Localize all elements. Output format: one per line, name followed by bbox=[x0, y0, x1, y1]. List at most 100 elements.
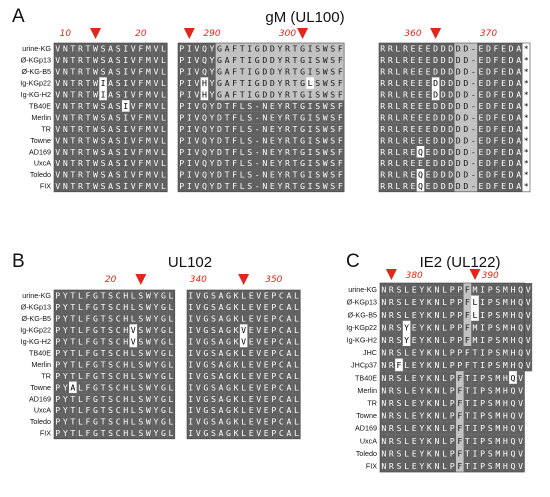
residue-cell bbox=[84, 88, 92, 101]
residue-cell bbox=[514, 77, 523, 89]
residue-cell bbox=[144, 157, 153, 170]
strain-label: Ig-KG-H2 bbox=[347, 335, 377, 344]
residue-letter: N bbox=[63, 158, 68, 168]
residue-letter: T bbox=[70, 135, 75, 145]
residue-letter: N bbox=[435, 411, 440, 421]
residue-cell bbox=[425, 295, 434, 309]
block-border bbox=[53, 42, 168, 193]
residue-letter: K bbox=[427, 285, 432, 295]
residue-letter: P bbox=[488, 348, 493, 358]
residue-letter: S bbox=[116, 112, 121, 122]
residue-letter: D bbox=[433, 135, 438, 145]
residue-letter: R bbox=[78, 170, 83, 180]
residue-cell bbox=[202, 347, 210, 359]
residue-cell bbox=[76, 157, 85, 170]
residue-cell bbox=[99, 381, 107, 394]
residue-cell bbox=[410, 459, 419, 473]
residue-cell bbox=[448, 371, 457, 384]
residue-cell bbox=[215, 180, 224, 192]
residue-letter: G bbox=[93, 325, 98, 335]
strain-label: Merlin bbox=[31, 113, 51, 122]
residue-cell bbox=[106, 88, 115, 101]
residue-letter: E bbox=[426, 101, 431, 111]
residue-letter: T bbox=[70, 394, 75, 404]
residue-cell bbox=[185, 100, 194, 112]
residue-cell bbox=[462, 88, 470, 101]
residue-cell bbox=[522, 157, 531, 170]
residue-cell bbox=[144, 54, 153, 67]
residue-cell bbox=[69, 168, 77, 181]
residue-cell bbox=[187, 290, 195, 302]
residue-letter: S bbox=[116, 90, 121, 100]
residue-cell bbox=[261, 54, 269, 67]
residue-letter: F bbox=[138, 101, 143, 111]
residue-letter: S bbox=[495, 285, 500, 295]
residue-cell bbox=[106, 111, 115, 124]
residue-cell bbox=[152, 415, 160, 428]
residue-cell bbox=[292, 427, 301, 439]
residue-cell bbox=[54, 88, 62, 101]
residue-cell bbox=[91, 312, 100, 325]
residue-letter: A bbox=[516, 101, 521, 111]
residue-letter: R bbox=[78, 181, 83, 191]
residue-cell bbox=[469, 88, 478, 101]
residue-cell bbox=[448, 333, 457, 347]
residue-letter: H bbox=[123, 337, 128, 347]
residue-cell bbox=[215, 88, 224, 101]
residue-letter: R bbox=[389, 335, 394, 345]
residue-cell bbox=[329, 180, 337, 192]
residue-cell bbox=[462, 100, 470, 112]
residue-letter: A bbox=[108, 44, 113, 54]
residue-letter: A bbox=[516, 170, 521, 180]
residue-cell bbox=[446, 88, 455, 101]
strain-label: UxcA bbox=[34, 406, 51, 415]
residue-cell bbox=[516, 308, 525, 321]
residue-letter: L bbox=[78, 302, 83, 312]
residue-letter: I bbox=[187, 170, 192, 180]
residue-cell bbox=[144, 335, 153, 348]
residue-letter: - bbox=[255, 135, 260, 145]
residue-letter: M bbox=[503, 297, 508, 307]
residue-letter: L bbox=[169, 325, 174, 335]
residue-letter: D bbox=[262, 67, 267, 77]
residue-letter: N bbox=[381, 360, 386, 370]
residue-letter: Q bbox=[511, 448, 516, 458]
residue-cell bbox=[76, 427, 85, 439]
residue-letter: V bbox=[131, 78, 136, 88]
residue-letter: A bbox=[516, 55, 521, 65]
residue-letter: A bbox=[516, 90, 521, 100]
residue-letter: L bbox=[473, 310, 478, 320]
residue-letter: V bbox=[256, 314, 261, 324]
residue-letter: E bbox=[501, 124, 506, 134]
residue-cell bbox=[200, 123, 209, 135]
residue-letter: C bbox=[116, 371, 121, 381]
residue-letter: Q bbox=[418, 181, 423, 191]
residue-cell bbox=[446, 134, 455, 147]
residue-cell bbox=[99, 146, 107, 158]
residue-cell bbox=[129, 111, 138, 124]
residue-letter: T bbox=[225, 124, 230, 134]
residue-cell bbox=[152, 146, 160, 158]
residue-letter: Q bbox=[418, 170, 423, 180]
residue-cell bbox=[69, 347, 77, 359]
residue-cell bbox=[492, 54, 500, 67]
residue-letter: F bbox=[86, 428, 91, 438]
residue-cell bbox=[208, 123, 216, 135]
residue-letter: I bbox=[188, 371, 193, 381]
residue-cell bbox=[313, 100, 322, 112]
residue-letter: D bbox=[463, 55, 468, 65]
variant-marker-arrow bbox=[297, 28, 309, 39]
residue-cell bbox=[292, 404, 301, 417]
residue-letter: F bbox=[232, 170, 237, 180]
residue-cell bbox=[501, 308, 510, 321]
residue-cell bbox=[484, 77, 493, 89]
residue-letter: Q bbox=[418, 147, 423, 157]
residue-cell bbox=[194, 393, 203, 405]
residue-letter: F bbox=[494, 101, 499, 111]
residue-letter: F bbox=[494, 44, 499, 54]
residue-letter: S bbox=[397, 423, 402, 433]
residue-letter: V bbox=[153, 147, 158, 157]
residue-cell bbox=[209, 427, 218, 439]
residue-letter: V bbox=[526, 310, 531, 320]
residue-letter: N bbox=[381, 348, 386, 358]
